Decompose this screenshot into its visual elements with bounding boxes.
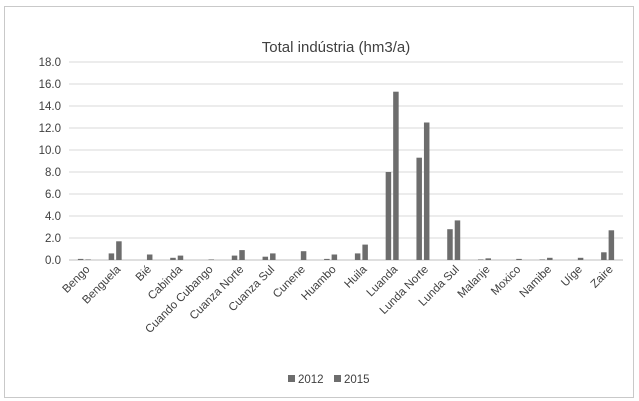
- bar-2012-luanda: [385, 172, 392, 260]
- x-tick-label: Zaire: [589, 264, 616, 291]
- bar-2015-huila: [362, 244, 368, 260]
- y-tick-label: 8.0: [45, 167, 61, 179]
- y-tick-label: 0.0: [45, 255, 61, 267]
- bar-chart: Total indústria (hm3/a) 0.0 2.0 4.0 6.0 8.0 1…: [39, 39, 623, 386]
- bar-2015-namibe: [547, 257, 553, 260]
- chart-frame: Total indústria (hm3/a) 0.0 2.0 4.0 6.0 8.0 1…: [4, 6, 634, 398]
- y-tick-label: 10.0: [39, 145, 61, 157]
- x-tick-label: Huila: [342, 263, 369, 290]
- bar-2015-uíge: [577, 257, 584, 260]
- bar-2015-cuanza-sul: [270, 253, 276, 260]
- y-tick-label: 14.0: [39, 101, 61, 113]
- y-axis-ticks: 0.0 2.0 4.0 6.0 8.0 10.0 12.0 14.0 16.0 18.0: [39, 57, 61, 267]
- bar-2012-cuanza-norte: [231, 255, 238, 260]
- bar-2012-malanje: [478, 259, 484, 260]
- y-tick-label: 16.0: [39, 79, 61, 91]
- bar-2015-luanda: [393, 91, 399, 260]
- bar-2012-huila: [354, 253, 361, 260]
- y-tick-label: 12.0: [39, 123, 61, 135]
- gridlines: [69, 61, 623, 261]
- bar-2015-cunene: [300, 251, 307, 260]
- x-tick-label: Bié: [134, 264, 154, 284]
- legend-swatch: [288, 375, 295, 382]
- legend: 2012 2015: [288, 374, 370, 386]
- x-tick-label: Huambo: [300, 264, 339, 303]
- bar-2012-cabinda: [170, 257, 176, 260]
- bars: [77, 91, 615, 260]
- bar-2012-lunda-norte: [416, 157, 422, 260]
- bar-2012-cuanza-sul: [262, 256, 269, 260]
- bar-2015-benguela: [116, 241, 122, 260]
- bar-2012-benguela: [108, 253, 115, 260]
- bar-2015-zaire: [608, 230, 615, 260]
- x-tick-label: Malanje: [456, 264, 493, 301]
- bar-2012-namibe: [539, 259, 546, 260]
- bar-2015-cuanza-norte: [239, 250, 245, 260]
- bar-2015-lunda-sul: [454, 220, 461, 260]
- bar-2015-lunda-norte: [423, 122, 430, 260]
- legend-swatch: [334, 375, 341, 382]
- y-tick-label: 4.0: [45, 211, 61, 223]
- bar-2012-zaire: [601, 252, 607, 260]
- bar-2015-cabinda: [177, 255, 184, 260]
- y-tick-label: 2.0: [45, 233, 61, 245]
- x-tick-label: Uíge: [559, 264, 585, 290]
- bar-2015-bengo: [85, 259, 91, 260]
- y-tick-label: 18.0: [39, 57, 61, 69]
- bar-2015-moxico: [516, 258, 522, 260]
- chart-title: Total indústria (hm3/a): [262, 39, 410, 56]
- legend-label: 2012: [298, 374, 324, 386]
- x-tick-label: Namibe: [518, 264, 555, 301]
- bar-2012-lunda-sul: [447, 229, 453, 260]
- bar-2012-bengo: [77, 258, 84, 260]
- bar-2012-huambo: [324, 258, 330, 260]
- bar-2015-cuando-cubango: [208, 259, 214, 260]
- bar-2015-malanje: [485, 258, 491, 260]
- y-tick-label: 6.0: [45, 189, 61, 201]
- x-tick-label: Cuanza Norte: [188, 264, 247, 323]
- bar-2015-huambo: [331, 254, 338, 260]
- bar-2015-bié: [146, 254, 153, 260]
- legend-label: 2015: [344, 374, 370, 386]
